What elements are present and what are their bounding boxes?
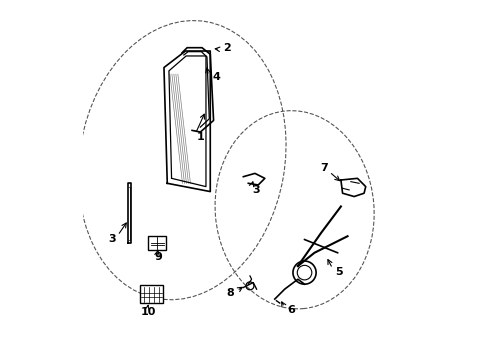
Text: 8: 8	[226, 288, 234, 298]
Text: 6: 6	[287, 305, 295, 315]
Text: 1: 1	[196, 132, 204, 142]
FancyBboxPatch shape	[148, 236, 166, 250]
Text: 5: 5	[336, 267, 343, 277]
Text: 7: 7	[320, 163, 328, 174]
Text: 10: 10	[141, 307, 156, 317]
FancyBboxPatch shape	[140, 285, 163, 303]
Text: 3: 3	[108, 234, 116, 244]
Text: 3: 3	[253, 185, 260, 195]
Text: 2: 2	[223, 43, 231, 53]
Text: 4: 4	[213, 72, 221, 82]
Text: 9: 9	[154, 252, 162, 262]
